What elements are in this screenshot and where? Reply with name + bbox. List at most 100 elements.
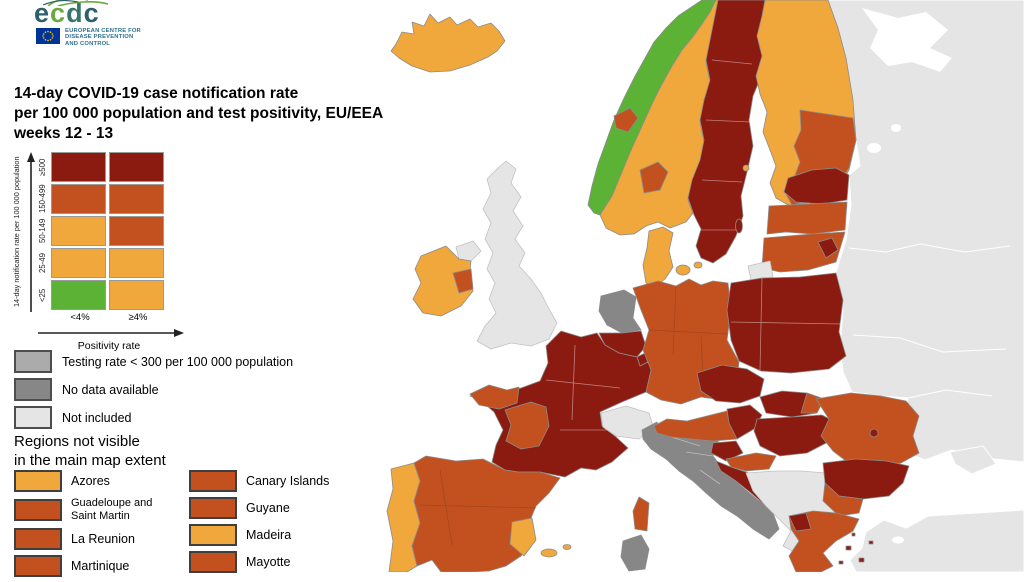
map-region-denmark-isle2	[693, 261, 703, 269]
offmap-regions-left-column: Azores Guadeloupe and Saint Martin La Re…	[14, 470, 171, 582]
map-region-crimea	[949, 445, 997, 475]
map-region-iceland	[390, 13, 506, 73]
france-borders	[545, 344, 621, 431]
legend-row-label: 50-149	[38, 218, 47, 244]
legend-swatch	[14, 406, 52, 429]
sweden-borders	[700, 59, 753, 231]
map-region-russia-east	[825, 0, 1024, 463]
map-region-corsica	[632, 496, 650, 532]
map-region-norway-oslo	[639, 161, 669, 194]
title-line-1: 14-day COVID-19 case notification rate	[14, 85, 299, 102]
legend-col-label: ≥4%	[128, 312, 148, 323]
map-region-hungary	[753, 414, 838, 457]
map-region-balearics	[540, 548, 558, 558]
map-region-austria-east	[726, 404, 763, 440]
white-sea	[862, 8, 952, 72]
legend-cell	[109, 216, 164, 246]
legend-row-label: 150-499	[38, 184, 47, 214]
legend-grid: ≥500 150-499 50-149 25-49 <25 <4% ≥4%	[38, 152, 167, 323]
title-line-3: weeks 12 - 13	[14, 125, 114, 142]
region-label: Azores	[71, 473, 110, 488]
map-region-ireland	[412, 245, 474, 317]
legend-col-labels: <4% ≥4%	[51, 312, 167, 323]
map-region-denmark	[642, 226, 674, 288]
legend-row-label: 25-49	[38, 253, 47, 273]
legend-col-label: <4%	[70, 312, 90, 323]
legend-row-label: <25	[38, 288, 47, 302]
region-swatch	[14, 555, 62, 577]
eu-flag-icon	[36, 28, 60, 44]
regions-note: Regions not visible in the main map exte…	[14, 432, 166, 470]
region-swatch	[189, 524, 237, 546]
region-item: Guyane	[189, 497, 329, 519]
map-region-estonia	[783, 167, 850, 205]
y-axis-arrow-icon	[27, 152, 35, 312]
legend-item-label: Testing rate < 300 per 100 000 populatio…	[62, 354, 294, 369]
status-legend: Testing rate < 300 per 100 000 populatio…	[14, 350, 293, 434]
legend-row: 50-149	[38, 216, 167, 246]
legend-cell	[51, 184, 106, 214]
poland-borders	[730, 277, 843, 371]
map-region-france-brittany	[469, 384, 520, 410]
map-region-norway-coast-patch	[613, 107, 639, 133]
map-region-turkey	[849, 509, 1024, 572]
region-swatch	[14, 470, 62, 492]
region-label: Guyane	[246, 500, 290, 515]
legend-cell	[109, 184, 164, 214]
region-item: Madeira	[189, 524, 329, 546]
logo-letter: c	[50, 0, 67, 28]
map-region-spain-valencia	[509, 517, 537, 557]
legend-item-label: No data available	[62, 382, 159, 397]
map-region-uk	[476, 160, 558, 350]
map-region-slovakia-east	[800, 392, 825, 414]
legend-row: <25	[38, 280, 167, 310]
title-line-2: per 100 000 population and test positivi…	[14, 105, 384, 122]
map-region-netherlands	[598, 289, 642, 334]
offmap-regions-list: Azores Guadeloupe and Saint Martin La Re…	[14, 470, 329, 582]
region-label: Guadeloupe and Saint Martin	[71, 497, 153, 522]
region-swatch	[189, 551, 237, 573]
region-item: Canary Islands	[189, 470, 329, 492]
ecdc-wordmark: ecdc	[34, 0, 141, 28]
region-label: La Reunion	[71, 531, 135, 546]
map-region-france-west	[504, 401, 550, 450]
legend-cell	[51, 248, 106, 278]
legend-y-axis-label: 14-day notification rate per 100 000 pop…	[12, 156, 21, 308]
legend-row: 150-499	[38, 184, 167, 214]
map-region-poland	[726, 272, 847, 374]
org-line: AND CONTROL	[65, 40, 111, 47]
map-title: 14-day COVID-19 case notification rate p…	[14, 84, 383, 144]
map-region-denmark-isle1	[675, 264, 691, 276]
legend-item: Testing rate < 300 per 100 000 populatio…	[14, 350, 293, 373]
legend-cell	[109, 152, 164, 182]
map-region-kaliningrad	[747, 260, 774, 281]
map-region-romania-dot	[869, 428, 879, 438]
noneu-borders	[848, 243, 1011, 399]
legend-cell	[109, 280, 164, 310]
legend-item: No data available	[14, 378, 293, 401]
region-item: Martinique	[14, 555, 171, 577]
region-swatch	[189, 470, 237, 492]
logo-letter: e	[34, 0, 51, 28]
region-swatch	[14, 528, 62, 550]
map-region-romania	[815, 392, 920, 467]
logo-letter: c	[83, 0, 100, 28]
region-item: Guadeloupe and Saint Martin	[14, 497, 171, 523]
lake-ladoga	[867, 143, 881, 153]
region-label: Madeira	[246, 527, 292, 542]
org-line: EUROPEAN CENTRE FOR	[65, 28, 141, 34]
region-item: La Reunion	[14, 528, 171, 550]
legend-item-label: Not included	[62, 410, 132, 425]
map-region-greece-northwest	[788, 512, 812, 532]
legend-cell	[51, 152, 106, 182]
offmap-regions-right-column: Canary Islands Guyane Madeira Mayotte	[189, 470, 329, 582]
sea-of-marmara	[892, 536, 904, 544]
lake-onega	[891, 124, 901, 132]
map-region-czechia	[696, 364, 765, 404]
region-item: Mayotte	[189, 551, 329, 573]
map-region-aland	[742, 164, 750, 172]
logo-sprout-icon	[42, 0, 109, 6]
region-item: Azores	[14, 470, 171, 492]
map-region-sardinia	[620, 534, 650, 572]
